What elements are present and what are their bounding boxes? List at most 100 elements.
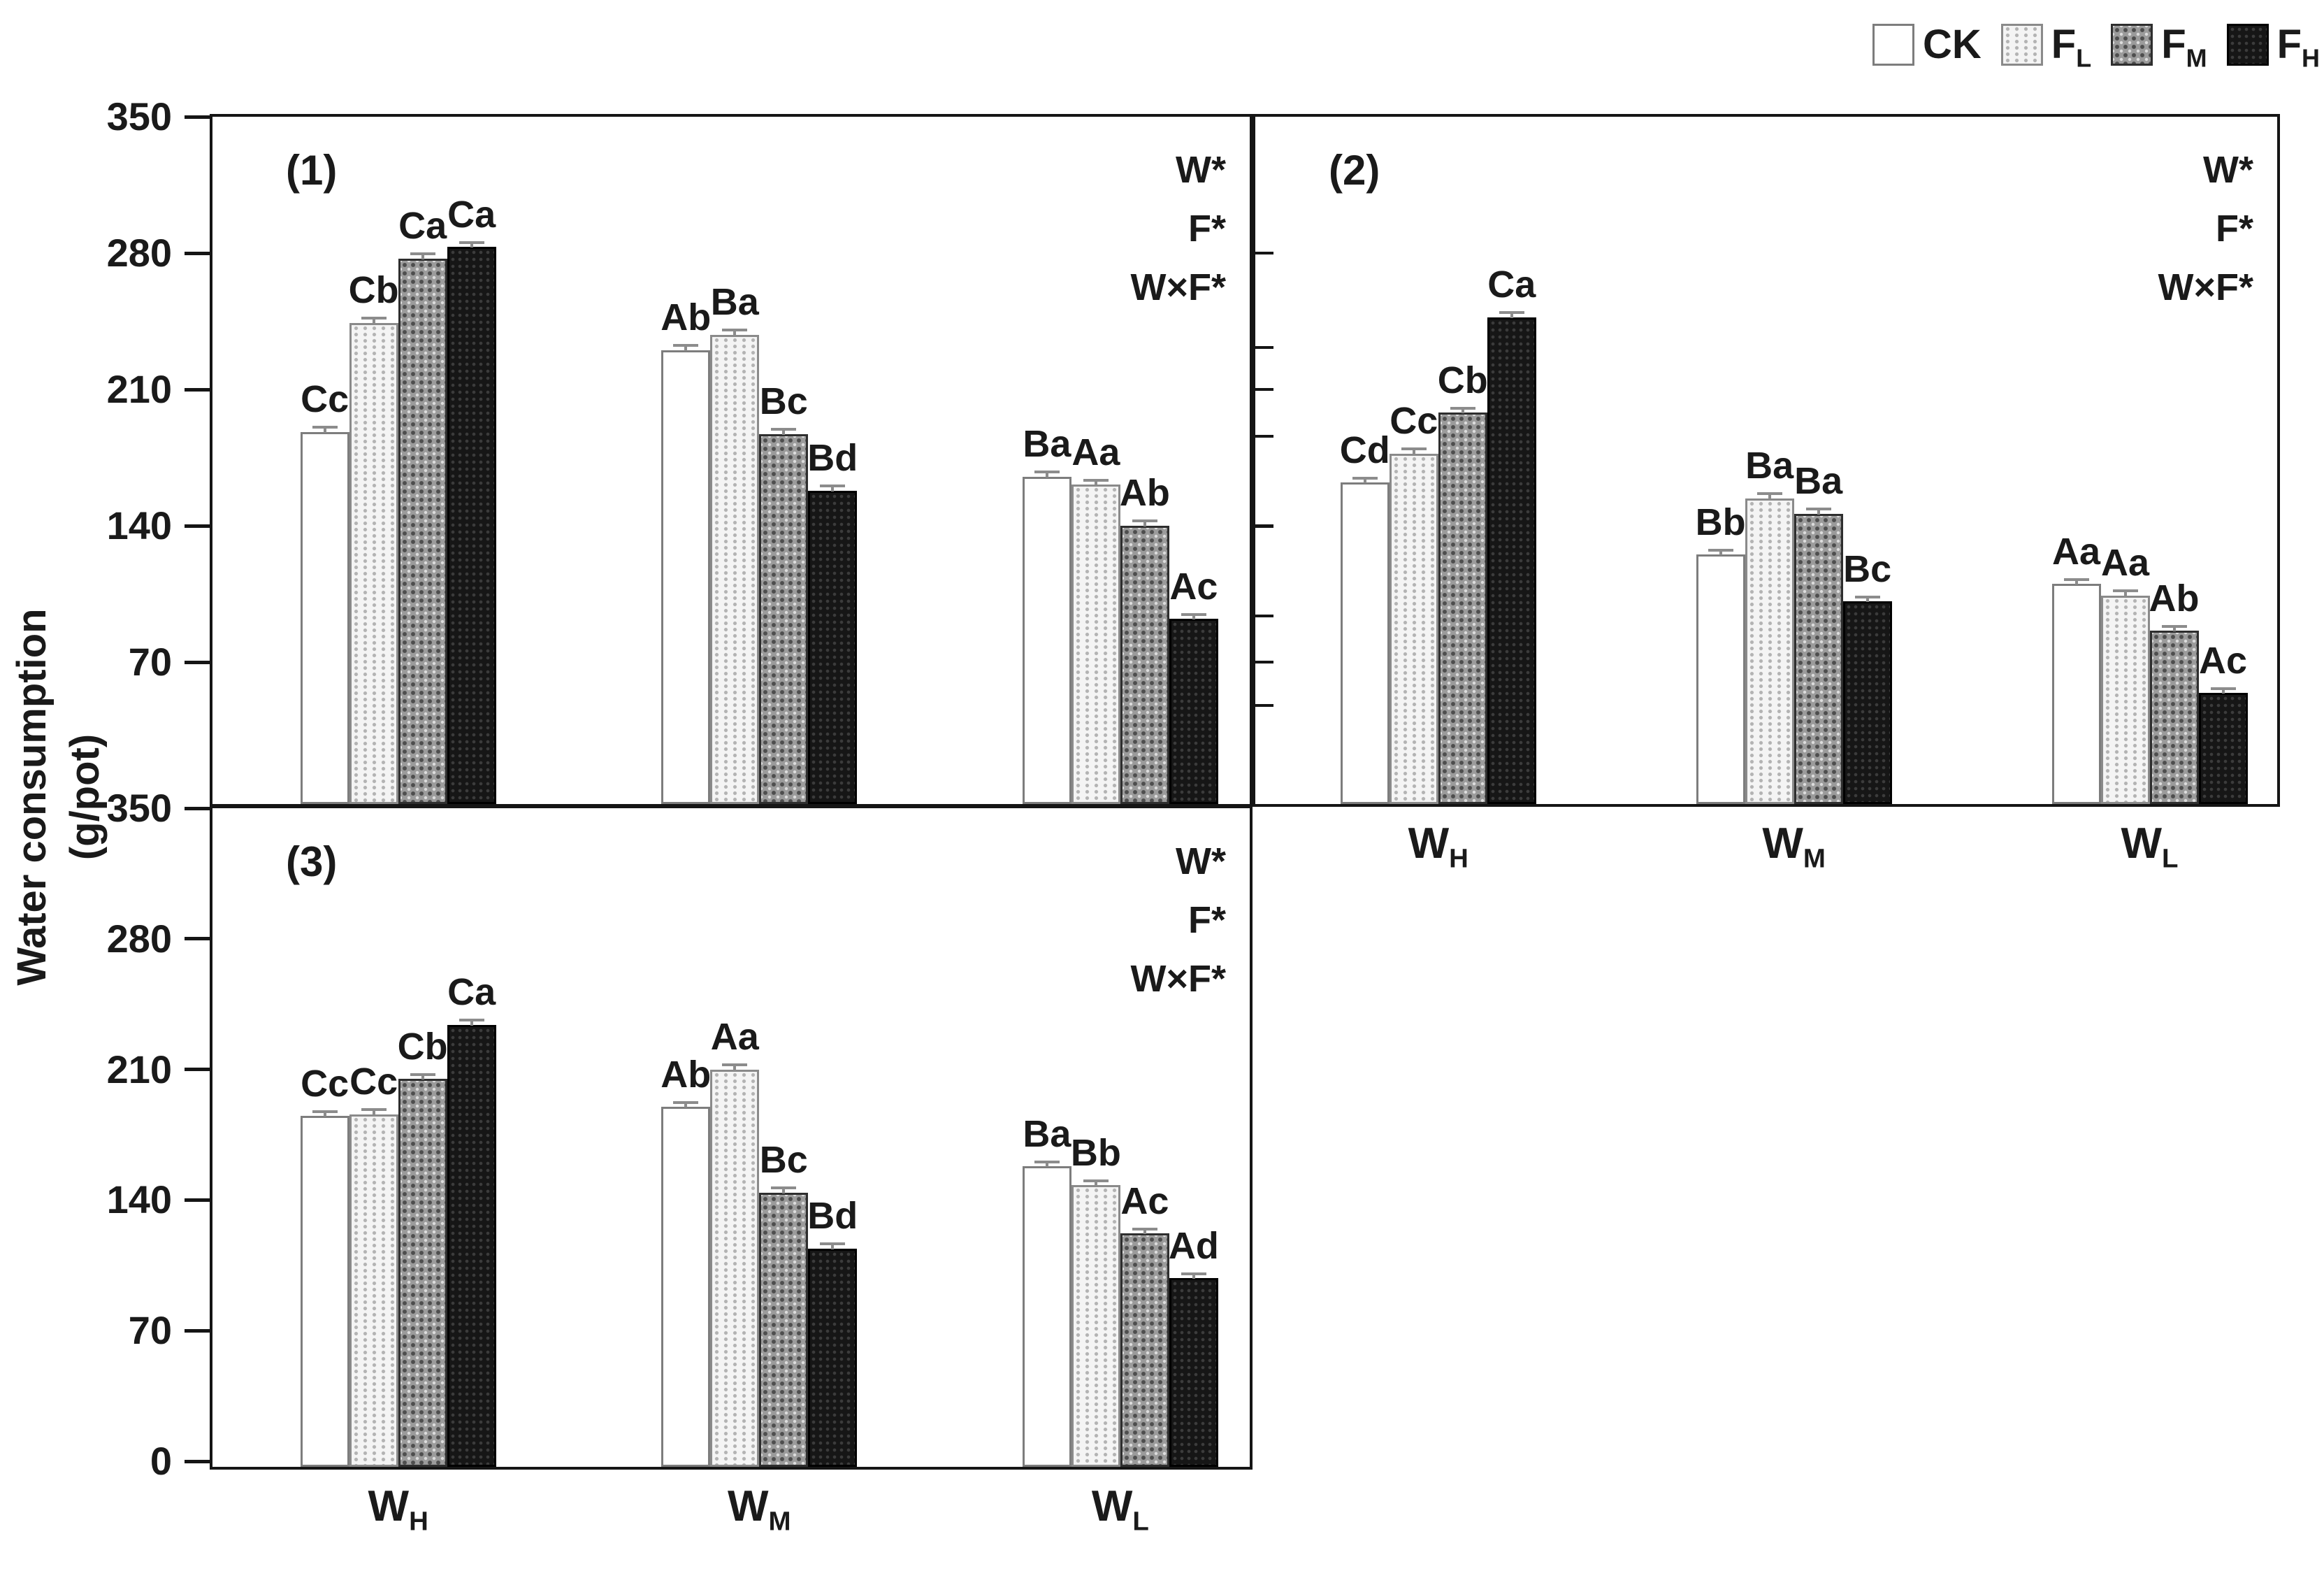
bar-3-wh-fm — [398, 1078, 447, 1467]
panel-1-top-left: (1) W* F* W×F* 350 280 210 140 70 Cc Cb Ca Ca Ab Ba Bc B… — [107, 97, 1253, 807]
error-bar-cap — [361, 1108, 387, 1112]
y-axis-tick — [185, 1068, 210, 1072]
error-bar — [1817, 510, 1820, 515]
error-bar-cap — [2063, 578, 2089, 581]
error-bar — [1363, 479, 1366, 484]
panel-2-top-right: (2) W* F* W×F* Cd Cc Cb Ca WH Bb Ba Ba Bc WM Aa Aa Ab Ac W… — [1253, 114, 2280, 872]
bar-3-wh-fh — [447, 1024, 496, 1467]
significance-letter: Bc — [759, 1139, 808, 1182]
error-bar — [782, 431, 786, 435]
panel-number-label: (2) — [1329, 147, 1380, 194]
error-bar-cap — [1756, 492, 1782, 496]
error-bar-cap — [1181, 1272, 1206, 1276]
error-bar-cap — [673, 1100, 699, 1104]
stats-annotation: W* — [2203, 149, 2253, 191]
error-bar — [684, 1103, 688, 1107]
error-bar-cap — [1450, 406, 1475, 410]
error-bar-cap — [1083, 478, 1109, 482]
error-bar — [1143, 522, 1146, 526]
significance-letter: Ac — [1169, 565, 1218, 608]
error-bar — [1461, 409, 1464, 414]
significance-letter: Cc — [301, 1062, 349, 1105]
significance-letter: Ca — [447, 971, 496, 1014]
stats-annotation: W×F* — [1130, 266, 1226, 308]
y-axis-minor-tick — [1255, 614, 1273, 617]
significance-letter: Aa — [2052, 530, 2101, 573]
error-bar-cap — [722, 329, 748, 332]
bar-2-wh-fm — [1438, 413, 1487, 804]
legend-item-ck: CK — [1872, 24, 1982, 66]
stats-annotation-block: W* F* W×F* — [2158, 141, 2253, 317]
significance-letter: Bb — [1070, 1131, 1121, 1174]
bar-2-wh-ck — [1340, 482, 1390, 804]
y-axis-tick-label: 350 — [106, 94, 172, 138]
bar-3-wl-fm — [1120, 1233, 1169, 1467]
y-axis-minor-tick — [1255, 524, 1273, 528]
error-bar-cap — [459, 241, 484, 244]
y-axis-tick-label: 0 — [150, 1439, 172, 1483]
significance-letter: Cc — [349, 1061, 398, 1103]
error-bar-cap — [1083, 1179, 1109, 1182]
significance-letter: Ca — [398, 205, 447, 248]
bar-3-wl-fh — [1169, 1278, 1218, 1467]
error-bar — [421, 1075, 424, 1079]
bar-2-wm-fl — [1745, 498, 1794, 804]
bar-1-wm-fm — [759, 433, 809, 804]
error-bar-cap — [312, 426, 338, 429]
error-bar-cap — [820, 484, 846, 487]
error-bar — [2123, 592, 2127, 596]
error-bar-cap — [1854, 595, 1880, 598]
bar-3-wl-fl — [1071, 1185, 1120, 1467]
bar-2-wm-fm — [1793, 513, 1843, 804]
error-bar-cap — [410, 1073, 435, 1076]
error-bar — [1143, 1231, 1146, 1235]
bar-3-wm-fm — [759, 1192, 809, 1467]
bar-1-wm-fl — [710, 334, 760, 804]
legend-label: FM — [2161, 22, 2207, 73]
significance-letter: Cb — [397, 1025, 448, 1068]
y-axis-tick — [185, 115, 210, 119]
error-bar-cap — [459, 1019, 484, 1022]
bar-3-wm-fh — [808, 1248, 858, 1467]
error-bar-cap — [410, 252, 435, 256]
significance-letter: Cb — [348, 269, 399, 312]
significance-letter: Ca — [1487, 264, 1536, 306]
bar-2-wl-fh — [2198, 693, 2248, 804]
significance-letter: Ba — [1023, 423, 1071, 466]
error-bar — [2172, 627, 2176, 632]
significance-letter: Aa — [710, 1016, 759, 1059]
y-axis-minor-tick — [1255, 435, 1273, 438]
significance-letter: Ac — [2199, 639, 2248, 682]
legend-swatch-fl — [2000, 24, 2043, 66]
error-bar — [733, 331, 737, 336]
y-axis-tick-label: 70 — [128, 640, 172, 684]
bar-2-wm-ck — [1696, 554, 1745, 804]
legend-label: CK — [1923, 22, 1982, 67]
error-bar-cap — [771, 1186, 797, 1190]
significance-letter: Ab — [2149, 577, 2200, 619]
y-axis-tick-label: 280 — [106, 916, 172, 961]
y-axis-minor-tick — [1255, 704, 1273, 708]
legend-swatch-fh — [2226, 24, 2269, 66]
y-axis-tick — [185, 1328, 210, 1333]
bar-1-wh-fl — [349, 322, 398, 804]
stats-annotation: F* — [1188, 899, 1226, 941]
error-bar-cap — [1401, 447, 1427, 450]
error-bar — [470, 243, 473, 248]
y-axis-tick-label: 210 — [106, 1047, 172, 1091]
bar-3-wh-fl — [349, 1114, 398, 1467]
y-axis-minor-tick — [1255, 345, 1273, 349]
error-bar-cap — [1034, 1161, 1060, 1164]
error-bar — [831, 487, 835, 492]
y-axis-minor-tick — [1255, 661, 1273, 663]
bar-1-wh-fm — [398, 259, 447, 804]
legend-label: FL — [2051, 22, 2092, 73]
panel-2-plot-area: (2) W* F* W×F* Cd Cc Cb Ca WH Bb Ba Ba Bc WM Aa Aa Ab Ac W… — [1255, 117, 2277, 872]
significance-letter: Ab — [661, 1053, 712, 1096]
legend-swatch-ck — [1872, 24, 1915, 66]
significance-letter: Cd — [1339, 429, 1390, 471]
significance-letter: Cc — [1390, 400, 1438, 442]
x-category-label-wm: WM — [1762, 819, 1826, 874]
y-axis-tick-label: 280 — [106, 231, 172, 275]
bar-1-wm-fh — [808, 490, 858, 804]
